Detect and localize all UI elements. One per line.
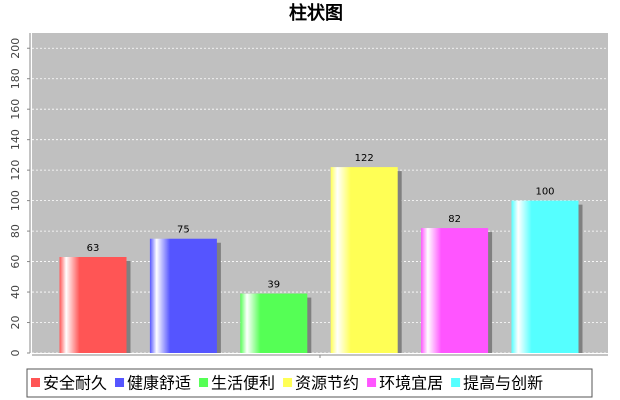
legend-swatch [199,378,209,387]
bar [330,167,398,353]
legend-label: 生活便利 [211,374,275,393]
data-label: 39 [267,280,280,291]
y-tick-label: 120 [9,160,22,181]
legend-swatch [367,378,377,387]
data-label: 63 [87,243,100,254]
y-tick-label: 180 [9,68,22,89]
bar [240,293,308,353]
chart-title: 柱状图 [289,2,343,24]
y-tick-label: 20 [9,316,22,330]
y-tick-label: 40 [9,285,22,299]
bar [149,238,217,353]
y-tick-label: 140 [9,129,22,150]
data-label: 100 [535,187,554,198]
legend-swatch [31,378,40,387]
bar [421,228,489,353]
y-tick-label: 60 [9,255,22,269]
bar [511,200,579,353]
legend-swatch [115,378,125,387]
legend-label: 资源节约 [295,374,359,393]
y-tick-label: 0 [9,350,22,357]
legend-swatch [283,378,293,387]
legend-label: 安全耐久 [43,374,107,393]
legend-swatch [451,378,461,387]
data-label: 75 [177,225,190,236]
data-label: 82 [448,214,461,225]
legend-label: 提高与创新 [463,374,543,393]
y-tick-label: 200 [9,38,22,59]
data-label: 122 [355,153,374,164]
y-tick-label: 80 [9,224,22,238]
y-tick-label: 160 [9,99,22,120]
legend-label: 健康舒适 [127,374,191,393]
bar [59,257,127,353]
y-tick-label: 100 [9,190,22,211]
legend-label: 环境宜居 [379,374,443,393]
